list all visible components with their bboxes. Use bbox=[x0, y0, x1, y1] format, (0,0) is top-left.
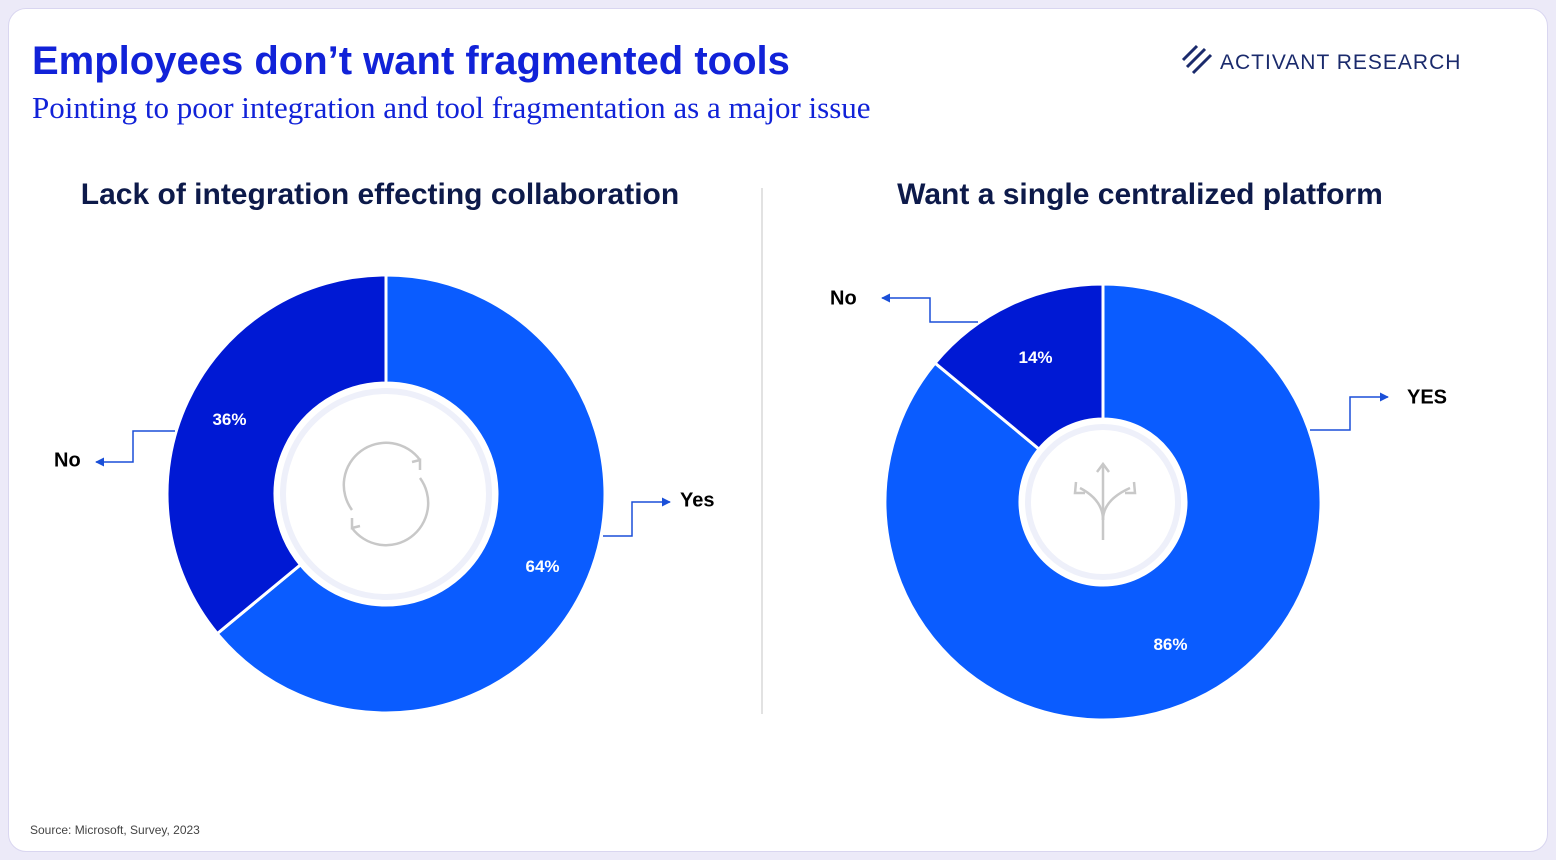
leader-line bbox=[881, 293, 978, 323]
leader-line bbox=[95, 430, 175, 467]
donut-slice bbox=[165, 273, 388, 636]
inner-ring bbox=[1025, 424, 1181, 580]
value-label: 36% bbox=[212, 410, 246, 429]
source: Source: Microsoft, Survey, 2023 bbox=[30, 823, 200, 837]
category-label: YES bbox=[1407, 386, 1447, 408]
leader-line bbox=[603, 497, 671, 537]
sync-icon bbox=[342, 441, 430, 547]
donut-slice bbox=[215, 273, 607, 715]
category-label: No bbox=[830, 287, 857, 309]
value-label: 64% bbox=[526, 557, 560, 576]
category-label: Yes bbox=[680, 489, 714, 511]
leader-line bbox=[1310, 392, 1389, 431]
value-label: 14% bbox=[1018, 348, 1052, 367]
chart-title: Want a single centralized platform bbox=[897, 178, 1383, 211]
category-label: No bbox=[54, 449, 81, 471]
brand-logo bbox=[1181, 44, 1213, 75]
chart-title: Lack of integration effecting collaborat… bbox=[81, 178, 679, 211]
inner-ring bbox=[280, 388, 492, 600]
value-label: 86% bbox=[1153, 635, 1187, 654]
donut-slice bbox=[883, 282, 1323, 722]
subtitle: Pointing to poor integration and tool fr… bbox=[32, 90, 871, 125]
fork-icon bbox=[1073, 461, 1137, 540]
title: Employees don’t want fragmented tools bbox=[32, 39, 790, 83]
brand: ACTIVANT RESEARCH bbox=[1220, 51, 1461, 74]
donut-slice bbox=[932, 282, 1105, 452]
